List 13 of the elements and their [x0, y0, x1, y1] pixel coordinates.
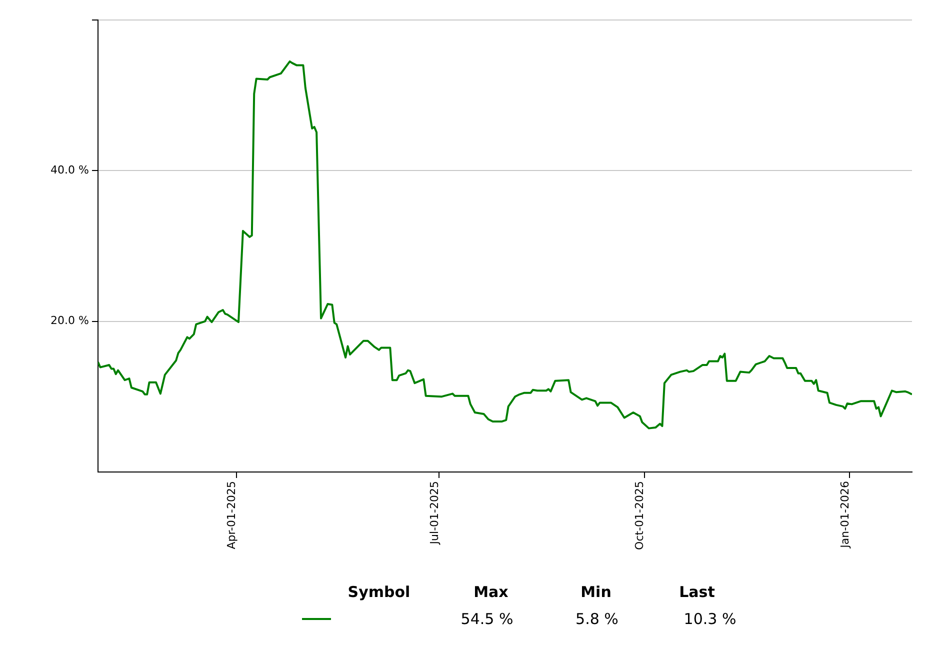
- text: 5.8 %: [576, 610, 618, 628]
- text: 10.3 %: [684, 610, 736, 628]
- text: 54.5 %: [460, 610, 514, 628]
- x-tick-label: Apr-01-2025: [225, 481, 238, 550]
- text: Symbol: [348, 583, 410, 601]
- text: Min: [580, 583, 612, 601]
- x-tick-label: Jul-01-2025: [428, 481, 442, 546]
- text: Max: [474, 583, 508, 601]
- y-tick-label: 20.0 %: [50, 314, 89, 328]
- text: Last: [679, 583, 715, 601]
- x-tick-label: Oct-01-2025: [633, 481, 646, 550]
- x-tick-label: Jan-01-2026: [838, 481, 852, 549]
- y-tick-label: 40.0 %: [50, 164, 89, 177]
